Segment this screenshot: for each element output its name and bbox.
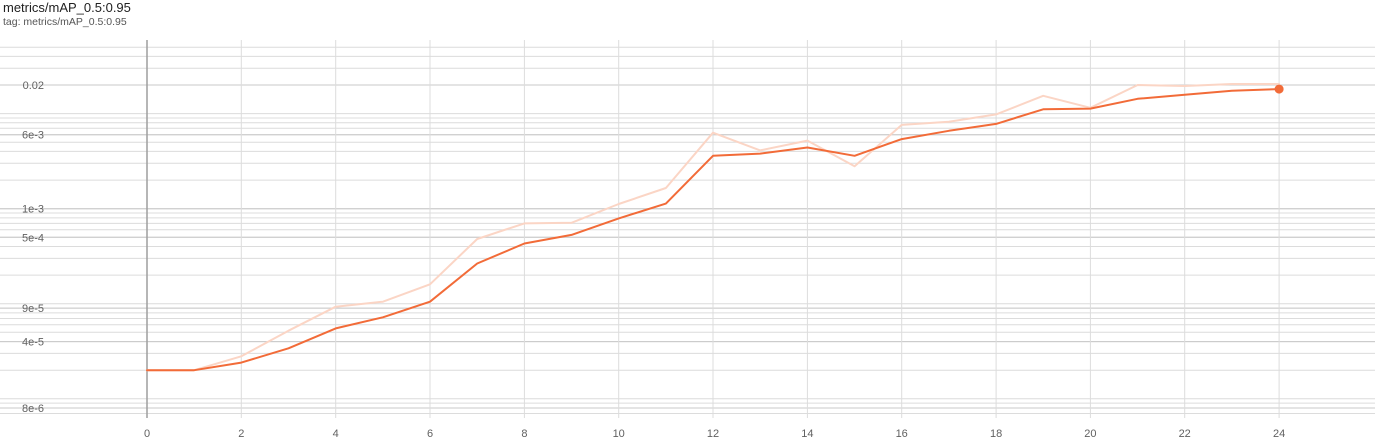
y-tick-label: 6e-3 (22, 130, 44, 142)
series-smoothed-line (146, 88, 1281, 372)
x-tick-label: 4 (333, 428, 339, 440)
x-tick-label: 12 (707, 428, 719, 440)
x-tick-label: 6 (427, 428, 433, 440)
y-tick-labels: 0.02 6e-3 1e-3 5e-4 9e-5 4e-5 8e-6 (22, 80, 44, 415)
x-tick-label: 8 (521, 428, 527, 440)
x-tick-label: 14 (801, 428, 813, 440)
y-tick-label: 9e-5 (22, 303, 44, 315)
x-tick-label: 0 (144, 428, 150, 440)
y-minor-gridlines (0, 46, 1375, 414)
x-tick-label: 20 (1084, 428, 1096, 440)
x-tick-label: 10 (613, 428, 625, 440)
x-tick-label: 2 (238, 428, 244, 440)
x-tick-label: 24 (1273, 428, 1285, 440)
last-point-marker (1274, 84, 1284, 94)
chart-tag: tag: metrics/mAP_0.5:0.95 (3, 16, 127, 28)
series-layer (146, 83, 1284, 372)
x-tick-label: 16 (896, 428, 908, 440)
y-tick-label: 4e-5 (22, 337, 44, 349)
x-tick-labels: 0 2 4 6 8 10 12 14 16 18 20 22 24 (144, 428, 1285, 440)
y-tick-label: 0.02 (23, 80, 44, 92)
y-tick-label: 8e-6 (22, 403, 44, 415)
x-tick-label: 18 (990, 428, 1002, 440)
y-tick-label: 5e-4 (22, 232, 44, 244)
x-gridlines (240, 40, 1280, 418)
y-tick-label: 1e-3 (22, 204, 44, 216)
x-tick-label: 22 (1179, 428, 1191, 440)
chart-title: metrics/mAP_0.5:0.95 (3, 0, 131, 15)
